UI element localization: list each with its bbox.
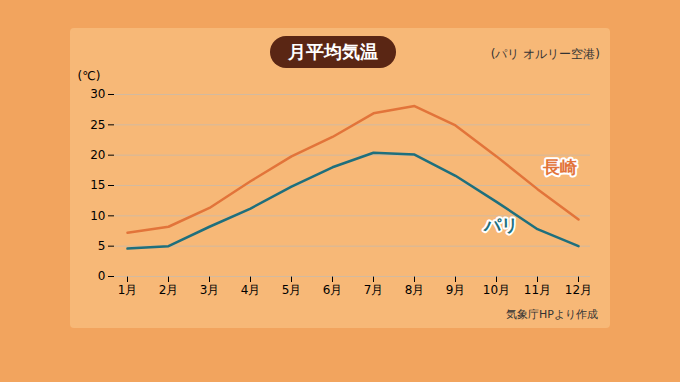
svg-text:12月: 12月: [565, 283, 592, 297]
svg-text:9月: 9月: [446, 283, 466, 297]
svg-text:10: 10: [90, 209, 105, 223]
svg-text:3月: 3月: [200, 283, 220, 297]
html-text:気象庁HPより作成: 気象庁HPより作成: [506, 308, 598, 321]
svg-text:(℃): (℃): [78, 69, 101, 83]
svg-text:7月: 7月: [364, 283, 384, 297]
svg-text:1月: 1月: [118, 283, 138, 297]
svg-text:15: 15: [90, 178, 105, 192]
svg-text:8月: 8月: [405, 283, 425, 297]
svg-text:5月: 5月: [282, 283, 302, 297]
html-text:月平均気温: 月平均気温: [288, 41, 378, 62]
svg-text:パリ: パリ: [483, 215, 518, 235]
svg-text:4月: 4月: [241, 283, 261, 297]
html-text:(パリ オルリー空港): (パリ オルリー空港): [490, 47, 600, 61]
svg-text:25: 25: [90, 118, 105, 132]
svg-text:10月: 10月: [483, 283, 510, 297]
svg-text:5: 5: [98, 239, 106, 253]
svg-text:11月: 11月: [524, 283, 551, 297]
svg-text:20: 20: [90, 148, 105, 162]
svg-text:30: 30: [90, 87, 105, 101]
svg-text:0: 0: [98, 269, 106, 283]
svg-text:6月: 6月: [323, 283, 343, 297]
svg-text:長崎: 長崎: [542, 157, 577, 177]
svg-text:2月: 2月: [159, 283, 179, 297]
